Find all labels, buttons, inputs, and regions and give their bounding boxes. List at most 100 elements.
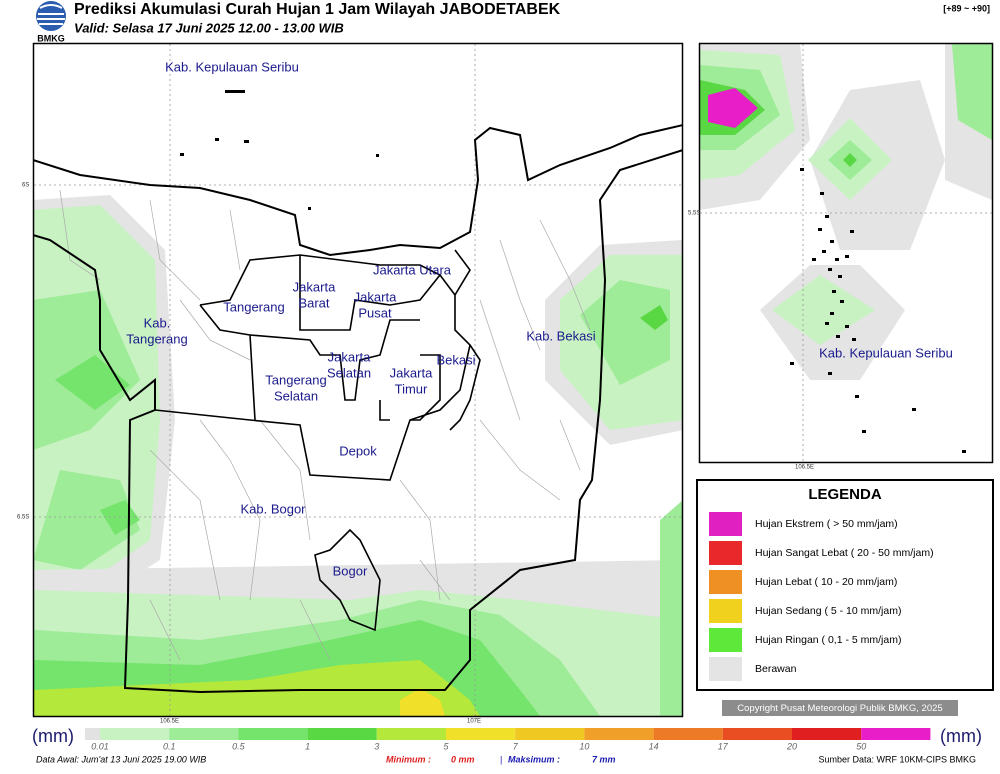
- island: [820, 192, 824, 195]
- district-lines: [59, 189, 591, 661]
- main-map: [34, 44, 682, 716]
- place-label: Jakarta Utara: [373, 262, 452, 277]
- colorbar-tick-label: 14: [649, 741, 659, 751]
- logo-text: BMKG: [37, 33, 65, 43]
- place-label: Timur: [395, 381, 428, 396]
- colorbar-unit: (mm): [32, 726, 74, 746]
- colorbar-tick-label: 20: [786, 741, 797, 751]
- colorbar-segment: [792, 728, 862, 740]
- legend-title: LEGENDA: [808, 486, 882, 503]
- island: [845, 255, 849, 258]
- colorbar-unit: (mm): [940, 726, 982, 746]
- island: [845, 325, 849, 328]
- inset-map: [700, 44, 992, 462]
- colorbar-tick-label: 17: [718, 741, 729, 751]
- min-value: 0 mm: [451, 754, 475, 764]
- colorbar-segment: [653, 728, 723, 740]
- island: [830, 312, 834, 315]
- axis-label: 6S: [22, 183, 29, 189]
- legend-swatch: [709, 512, 742, 536]
- place-label: Jakarta: [354, 289, 397, 304]
- place-label: Jakarta: [328, 349, 371, 364]
- place-label: Kab. Bogor: [240, 501, 306, 516]
- code: [+89 ~ +90]: [943, 3, 990, 13]
- island: [822, 250, 826, 253]
- legend-swatch: [709, 541, 742, 565]
- island: [855, 395, 859, 398]
- axis-label: 106.5E: [795, 465, 814, 471]
- data-awal: Data Awal: Jum'at 13 Juni 2025 19.00 WIB: [36, 754, 206, 764]
- place-label: Depok: [339, 443, 377, 458]
- colorbar-tick-label: 5: [443, 741, 449, 751]
- island: [818, 228, 822, 231]
- island: [790, 362, 794, 365]
- legend-label: Hujan Ringan ( 0,1 - 5 mm/jam): [755, 634, 901, 646]
- legend-label: Hujan Lebat ( 10 - 20 mm/jam): [755, 576, 897, 588]
- data-source: Sumber Data: WRF 10KM-CIPS BMKG: [818, 754, 976, 764]
- place-label: Jakarta: [293, 279, 336, 294]
- colorbar-segment: [169, 728, 239, 740]
- separator: |: [500, 754, 502, 764]
- island: [912, 408, 916, 411]
- max-label: Maksimum :: [508, 754, 560, 764]
- colorbar-tick-label: 1: [305, 741, 310, 751]
- logo: BMKG: [36, 1, 66, 43]
- copyright-box: [722, 700, 958, 716]
- main-map-frame: [32, 42, 684, 718]
- axis-label: 107E: [467, 719, 481, 725]
- island: [852, 338, 856, 341]
- legend-label: Berawan: [755, 663, 797, 675]
- colorbar-tick-label: 0.1: [163, 741, 176, 751]
- island: [812, 258, 816, 261]
- place-label: Bogor: [333, 563, 368, 578]
- admin-boundaries: [154, 249, 481, 632]
- island: [836, 335, 840, 338]
- max-value: 7 mm: [592, 754, 616, 764]
- legend-swatch: [709, 599, 742, 623]
- place-label: Kab. Kepulauan Seribu: [165, 59, 299, 74]
- place-label: Barat: [298, 295, 329, 310]
- colorbar-segment: [446, 728, 516, 740]
- colorbar-segment: [85, 728, 100, 740]
- island: [835, 258, 839, 261]
- colorbar-tick-label: 0.5: [232, 741, 246, 751]
- colorbar: 0.01 0.1 0.5 1 3 5 7 10 14 17 20 50: [85, 728, 931, 751]
- legend-label: Hujan Sangat Lebat ( 20 - 50 mm/jam): [755, 547, 934, 559]
- legend-swatch: [709, 570, 742, 594]
- title: Prediksi Akumulasi Curah Hujan 1 Jam Wil…: [74, 1, 561, 18]
- island: [838, 275, 842, 278]
- island: [850, 230, 854, 233]
- place-label: Tangerang: [223, 299, 284, 314]
- place-label: Bekasi: [436, 352, 475, 367]
- island: [830, 240, 834, 243]
- place-label: Selatan: [327, 365, 371, 380]
- colorbar-tick-label: 50: [856, 741, 866, 751]
- colorbar-tick-label: 7: [513, 741, 519, 751]
- copyright: Copyright Pusat Meteorologi Publik BMKG,…: [737, 703, 942, 714]
- colorbar-tick-label: 10: [579, 741, 589, 751]
- axis-label: 5.5S: [688, 211, 700, 217]
- island: [828, 372, 832, 375]
- legend-swatch: [709, 657, 742, 681]
- colorbar-segment: [238, 728, 308, 740]
- valid-time: Valid: Selasa 17 Juni 2025 12.00 - 13.00…: [74, 20, 344, 35]
- place-label: Kab. Bekasi: [526, 328, 595, 343]
- place-label: Pusat: [358, 305, 392, 320]
- island: [825, 322, 829, 325]
- inset-label: Kab. Kepulauan Seribu: [819, 345, 953, 360]
- legend-label: Hujan Ekstrem ( > 50 mm/jam): [755, 518, 898, 530]
- place-label: Tangerang: [265, 372, 326, 387]
- legend-label: Hujan Sedang ( 5 - 10 mm/jam): [755, 605, 901, 617]
- colorbar-segment: [307, 728, 377, 740]
- min-label: Minimum :: [386, 754, 431, 764]
- colorbar-tick-label: 3: [374, 741, 379, 751]
- place-label: Jakarta: [390, 365, 433, 380]
- colorbar-segment: [515, 728, 585, 740]
- place-label: Kab.: [144, 315, 171, 330]
- place-label: Tangerang: [126, 331, 187, 346]
- island: [832, 290, 836, 293]
- island: [828, 268, 832, 271]
- colorbar-segment: [584, 728, 654, 740]
- island: [825, 215, 829, 218]
